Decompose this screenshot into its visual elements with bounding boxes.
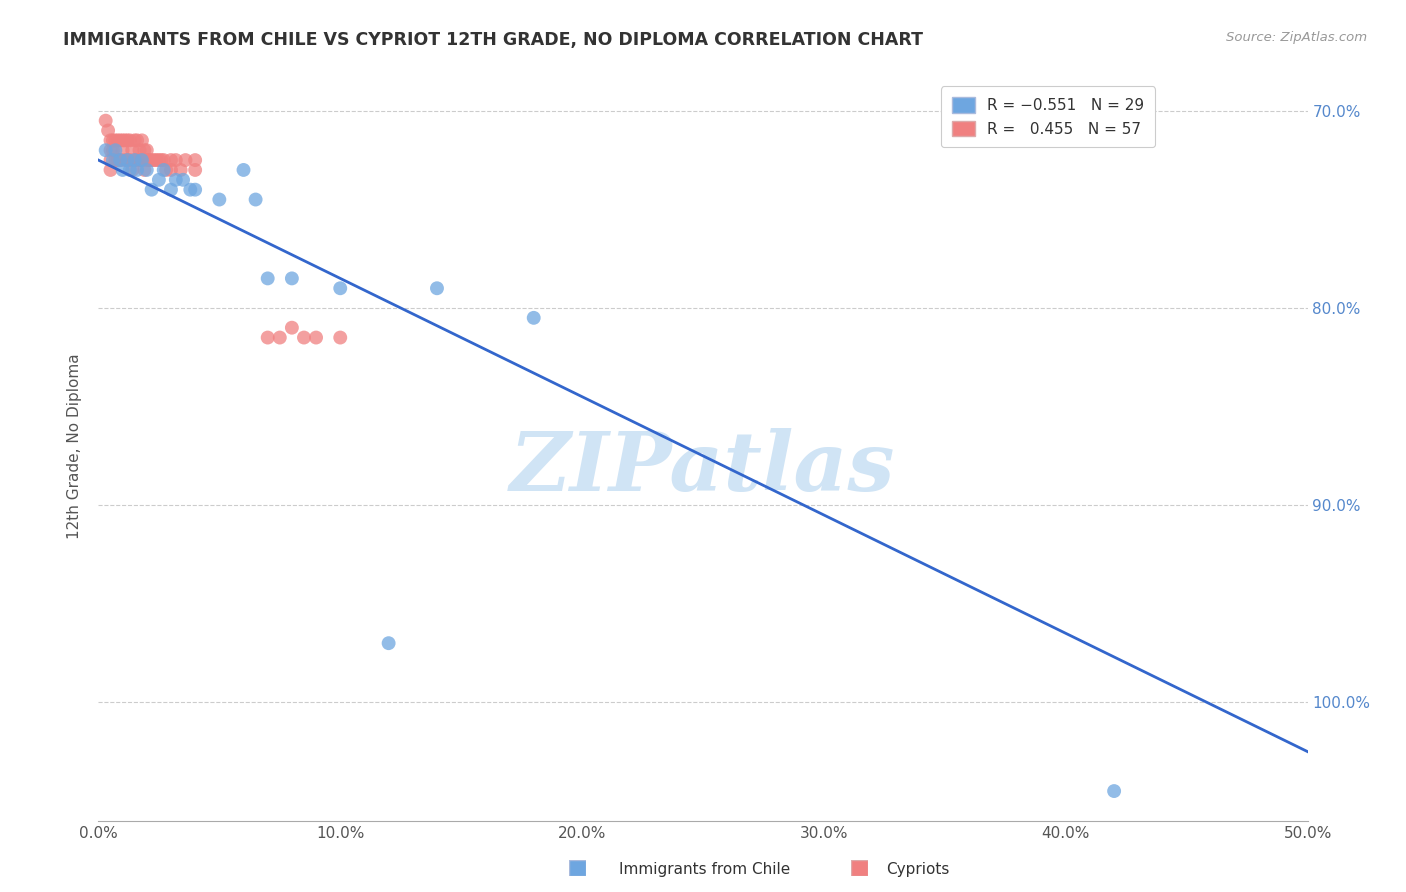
Point [256,271,278,285]
Point [121,163,143,178]
Point [100,153,122,167]
Point [184,183,207,197]
Point [108,153,131,167]
Point [172,173,194,187]
Point [523,310,546,325]
Point [426,281,449,295]
Point [111,143,134,157]
Point [134,143,156,157]
Point [174,153,197,167]
Point [118,163,141,178]
Point [100,163,122,178]
Point [184,163,207,178]
Point [94,143,117,157]
Point [101,133,124,147]
Point [138,153,160,167]
Point [104,143,127,157]
Point [155,163,177,178]
Point [152,153,174,167]
Point [292,330,315,344]
Point [124,153,146,167]
Point [111,163,134,178]
Point [169,163,191,178]
Point [104,133,127,147]
Point [165,153,187,167]
Point [208,193,231,207]
Point [305,330,328,344]
Y-axis label: 12th Grade, No Diploma: 12th Grade, No Diploma [67,353,83,539]
FancyBboxPatch shape [851,860,868,876]
Point [329,330,352,344]
FancyBboxPatch shape [569,860,586,876]
Point [145,153,167,167]
Point [118,153,141,167]
Point [108,133,131,147]
Text: IMMIGRANTS FROM CHILE VS CYPRIOT 12TH GRADE, NO DIPLOMA CORRELATION CHART: IMMIGRANTS FROM CHILE VS CYPRIOT 12TH GR… [63,31,924,49]
Legend: R = −0.551   N = 29, R =   0.455   N = 57: R = −0.551 N = 29, R = 0.455 N = 57 [941,87,1154,147]
Point [108,153,131,167]
Point [281,320,304,334]
Point [118,133,141,147]
Point [131,133,153,147]
Point [148,153,170,167]
Point [150,153,173,167]
Text: Immigrants from Chile: Immigrants from Chile [619,863,790,877]
Point [281,271,304,285]
Point [128,143,150,157]
Point [135,163,157,178]
Point [127,163,149,178]
Point [135,153,157,167]
Point [107,153,129,167]
Point [134,163,156,178]
Point [127,133,149,147]
Point [135,143,157,157]
Point [107,133,129,147]
Point [121,143,143,157]
Point [100,133,122,147]
Point [131,153,153,167]
Point [245,193,267,207]
Point [114,133,136,147]
Point [141,183,163,197]
Point [165,173,187,187]
Point [148,173,170,187]
Text: Source: ZipAtlas.com: Source: ZipAtlas.com [1226,31,1367,45]
Point [117,153,139,167]
Point [160,183,183,197]
Text: ZIPatlas: ZIPatlas [510,428,896,508]
Point [152,163,174,178]
Point [101,143,124,157]
Point [117,133,139,147]
Point [97,123,120,137]
Point [184,153,207,167]
Point [127,153,149,167]
Point [100,143,122,157]
Point [232,163,254,178]
Point [104,153,127,167]
Text: Cypriots: Cypriots [886,863,949,877]
Point [329,281,352,295]
Point [124,133,146,147]
Point [128,153,150,167]
Point [117,153,139,167]
Point [179,183,201,197]
Point [114,153,136,167]
Point [94,113,117,128]
Point [256,330,278,344]
Point [124,153,146,167]
Point [377,636,399,650]
Point [1102,784,1125,798]
Point [160,163,183,178]
Point [269,330,291,344]
Point [111,133,134,147]
Point [143,153,166,167]
Point [131,153,153,167]
Point [160,153,183,167]
Point [101,153,124,167]
Point [141,153,163,167]
